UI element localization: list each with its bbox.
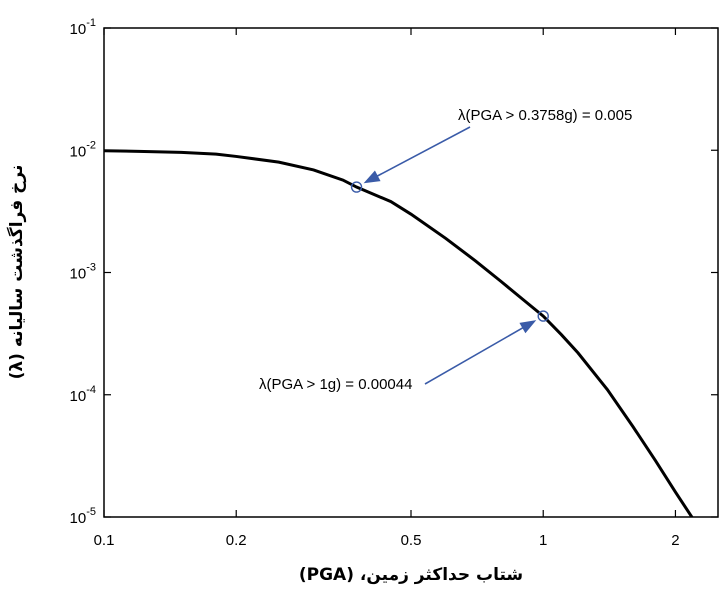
x-tick-label: 0.2 (226, 532, 247, 549)
annotation-marker (537, 310, 549, 322)
y-axis-title: نرخ فراگذشت سالیانه (λ) (6, 165, 27, 380)
annotation-layer: λ(PGA > 0.3758g) = 0.005 λ(PGA > 1g) = 0.… (259, 107, 632, 393)
y-tick-label: 10-4 (70, 384, 96, 405)
annotation-label: λ(PGA > 1g) = 0.00044 (259, 376, 412, 393)
annotation-marker (350, 181, 363, 193)
annotation-arrow-line (424, 324, 529, 385)
hazard-curve-line (104, 149, 694, 517)
annotation-arrow-head (363, 170, 381, 184)
y-tick-label: 10-3 (70, 262, 96, 283)
x-axis-title: شتاب حداکثر زمین، (PGA) (299, 565, 523, 585)
x-tick-label: 0.5 (401, 532, 422, 549)
x-tick-label: 0.1 (94, 532, 115, 549)
y-tick-label: 10-1 (70, 17, 96, 38)
y-tick-label: 10-5 (70, 506, 96, 527)
plot-frame (103, 27, 719, 518)
annotation-arrow-line (372, 126, 471, 180)
curve-layer (104, 149, 694, 517)
y-tick-label: 10-2 (70, 139, 96, 160)
x-tick-label: 2 (671, 532, 679, 549)
annotation-arrow-head (519, 320, 537, 334)
annotation-label: λ(PGA > 0.3758g) = 0.005 (458, 107, 632, 124)
x-tick-label: 1 (539, 532, 547, 549)
tick-layer: 0.1 0.2 0.5 1 2 10-1 10-2 10-3 10-4 10-5 (70, 17, 718, 549)
